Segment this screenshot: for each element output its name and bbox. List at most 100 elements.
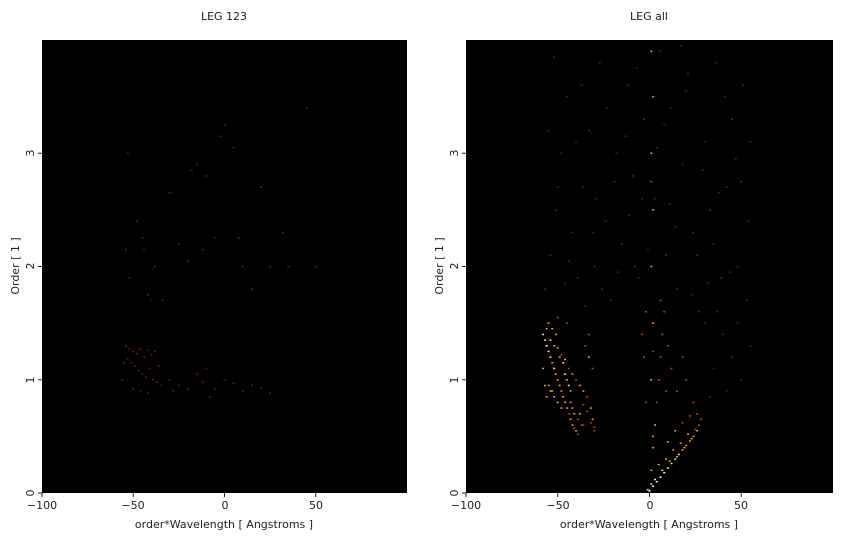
heatmap-cell <box>137 369 140 372</box>
heatmap-cell <box>666 441 669 443</box>
heatmap-cells <box>121 107 317 398</box>
heatmap-cell <box>575 430 578 432</box>
heatmap-cell <box>554 333 557 336</box>
heatmap-cell <box>543 384 546 387</box>
heatmap-cell <box>731 356 734 358</box>
y-tick-label: 2 <box>24 263 37 270</box>
heatmap-cell <box>749 141 752 143</box>
heatmap-cell <box>587 129 590 132</box>
heatmap-cell <box>703 322 706 324</box>
heatmap-cell <box>725 390 728 392</box>
heatmap-cell <box>553 367 556 370</box>
x-tick-label: −50 <box>546 499 569 512</box>
heatmap-cell <box>580 424 583 426</box>
heatmap-cell <box>547 350 550 353</box>
heatmap-cell <box>582 186 585 188</box>
heatmap-cell <box>736 322 739 324</box>
heatmap-cell <box>553 396 556 398</box>
heatmap-cell <box>701 169 704 171</box>
heatmap-cell <box>161 299 164 302</box>
heatmap-cell <box>681 422 684 424</box>
heatmap-cell <box>643 356 645 358</box>
heatmap-cell <box>132 350 135 353</box>
heatmap-cell <box>281 231 284 234</box>
heatmap-cell <box>683 446 686 449</box>
heatmap-cell <box>562 362 565 364</box>
heatmap-cell <box>214 388 217 390</box>
heatmap-cell <box>729 271 732 273</box>
y-tick-label: 3 <box>24 150 37 157</box>
heatmap-cell <box>650 180 653 183</box>
heatmap-cell <box>145 376 147 379</box>
heatmap-cell <box>542 367 545 370</box>
heatmap-cell <box>690 294 693 296</box>
heatmap-cell <box>135 220 138 222</box>
heatmap-cell <box>132 388 135 390</box>
heatmap-cell <box>168 192 171 194</box>
heatmap-cell <box>650 379 653 381</box>
heatmap-cell <box>652 95 655 98</box>
y-tick-label: 3 <box>448 150 461 157</box>
heatmap-cell <box>745 299 748 302</box>
heatmap-cell <box>679 442 682 444</box>
heatmap-cell <box>652 209 655 211</box>
heatmap-cell <box>305 107 308 109</box>
heatmap-cell <box>578 413 581 415</box>
heatmap-cell <box>613 180 616 183</box>
heatmap-cell <box>241 390 244 392</box>
heatmap-cell <box>187 388 189 390</box>
heatmap-cell <box>652 435 655 438</box>
heatmap-cell <box>734 158 737 160</box>
heatmap-cell <box>641 333 644 336</box>
heatmap-cell <box>652 485 655 487</box>
heatmap-cell <box>650 265 653 268</box>
y-axis-label: Order [ 1 ] <box>433 237 446 294</box>
heatmap-cell <box>564 358 567 361</box>
heatmap-cell <box>670 107 673 109</box>
heatmap-cell <box>650 50 653 53</box>
heatmap-cell <box>731 118 734 120</box>
heatmap-cell <box>674 430 677 432</box>
heatmap-cell <box>665 254 667 256</box>
heatmap-cell <box>576 418 579 421</box>
heatmap-cell <box>591 418 594 421</box>
heatmap-cell <box>749 345 752 347</box>
heatmap-cell <box>657 379 660 381</box>
heatmap-cell <box>646 488 649 491</box>
heatmap-cell <box>632 175 634 177</box>
heatmap-cell <box>650 483 653 485</box>
heatmap-cell <box>128 348 131 350</box>
heatmap-cell <box>156 381 158 383</box>
heatmap-cell <box>238 237 241 239</box>
heatmap-cell <box>635 67 638 70</box>
heatmap-cell <box>718 192 721 194</box>
heatmap-cell <box>565 322 568 324</box>
heatmap-cell <box>663 124 666 126</box>
heatmap-cell <box>580 84 583 87</box>
heatmap-cell <box>654 424 656 426</box>
x-tick-labels: −100 −50 0 50 <box>451 499 748 512</box>
heatmap-cell <box>582 424 585 426</box>
heatmap-cell <box>569 418 572 421</box>
heatmap-cell <box>615 152 618 154</box>
heatmap-cell <box>542 333 545 336</box>
heatmap-cell <box>659 356 662 358</box>
heatmap-cell <box>172 390 175 392</box>
y-tick-label: 1 <box>24 377 37 384</box>
heatmap-cell <box>610 299 612 302</box>
heatmap-cell <box>699 418 702 421</box>
heatmap-cell <box>628 214 631 217</box>
heatmap-cell <box>556 347 559 349</box>
heatmap-cell <box>685 444 688 447</box>
plot-area <box>42 40 407 493</box>
heatmap-cell <box>157 365 160 367</box>
x-tick-label: 50 <box>309 499 323 512</box>
heatmap-cell <box>241 265 244 268</box>
heatmap-cell <box>567 413 570 415</box>
heatmap-cell <box>196 163 199 166</box>
heatmap-cell <box>196 373 199 375</box>
heatmap-cell <box>545 345 548 347</box>
heatmap-cell <box>556 379 559 381</box>
heatmap-cell <box>687 433 689 435</box>
